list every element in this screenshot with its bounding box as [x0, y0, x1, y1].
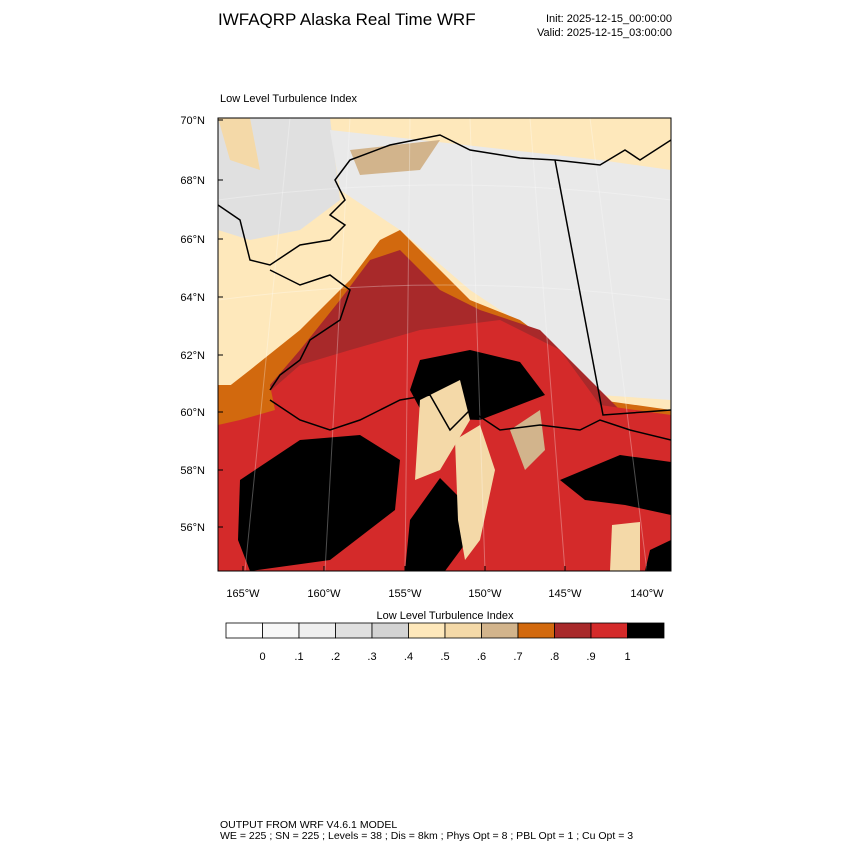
colorbar-box [408, 622, 446, 639]
lon-label: 140°W [630, 588, 664, 600]
map-field [218, 118, 671, 571]
colorbar-box [225, 622, 263, 639]
lat-label: 62°N [180, 350, 205, 362]
colorbar-box [554, 622, 592, 639]
map-title: Low Level Turbulence Index [220, 93, 357, 105]
colorbar: 0 .1 .2 .3 .4 .5 .6 .7 .8 .9 1 [225, 622, 665, 663]
colorbar-label: .1 [294, 651, 303, 663]
colorbar-box [371, 622, 409, 639]
lat-label: 68°N [180, 175, 205, 187]
colorbar-label: .2 [331, 651, 340, 663]
main-title: IWFAQRP Alaska Real Time WRF [218, 10, 476, 29]
lon-label: 155°W [388, 588, 422, 600]
lat-label: 66°N [180, 234, 205, 246]
lat-label: 60°N [180, 407, 205, 419]
colorbar-label: .4 [404, 651, 413, 663]
colorbar-box [517, 622, 555, 639]
valid-time: Valid: 2025-12-15_03:00:00 [537, 27, 672, 39]
lat-label: 58°N [180, 465, 205, 477]
lat-label: 70°N [180, 115, 205, 127]
colorbar-label: 1 [624, 651, 630, 663]
lon-label: 160°W [307, 588, 341, 600]
lat-label: 56°N [180, 522, 205, 534]
colorbar-label: .5 [440, 651, 449, 663]
colorbar-label: .3 [367, 651, 376, 663]
colorbar-box [298, 622, 336, 639]
colorbar-box [335, 622, 373, 639]
init-time: Init: 2025-12-15_00:00:00 [546, 13, 672, 25]
colorbar-title: Low Level Turbulence Index [377, 610, 514, 622]
lat-axis: 70°N 68°N 66°N 64°N 62°N 60°N 58°N 56°N [180, 115, 223, 534]
colorbar-box [481, 622, 519, 639]
colorbar-box [627, 622, 665, 639]
colorbar-label: 0 [259, 651, 265, 663]
lon-label: 145°W [548, 588, 582, 600]
lat-label: 64°N [180, 292, 205, 304]
lon-label: 150°W [468, 588, 502, 600]
footer-line: OUTPUT FROM WRF V4.6.1 MODEL [220, 819, 397, 831]
lon-axis: 165°W 160°W 155°W 150°W 145°W 140°W [226, 566, 664, 600]
lon-label: 165°W [226, 588, 260, 600]
colorbar-label: .6 [477, 651, 486, 663]
colorbar-label: .9 [586, 651, 595, 663]
colorbar-label: .8 [550, 651, 559, 663]
colorbar-box [590, 622, 628, 639]
colorbar-box [262, 622, 300, 639]
map-frame [217, 117, 672, 572]
footer-line: WE = 225 ; SN = 225 ; Levels = 38 ; Dis … [220, 830, 633, 842]
colorbar-label: .7 [513, 651, 522, 663]
colorbar-box [444, 622, 482, 639]
